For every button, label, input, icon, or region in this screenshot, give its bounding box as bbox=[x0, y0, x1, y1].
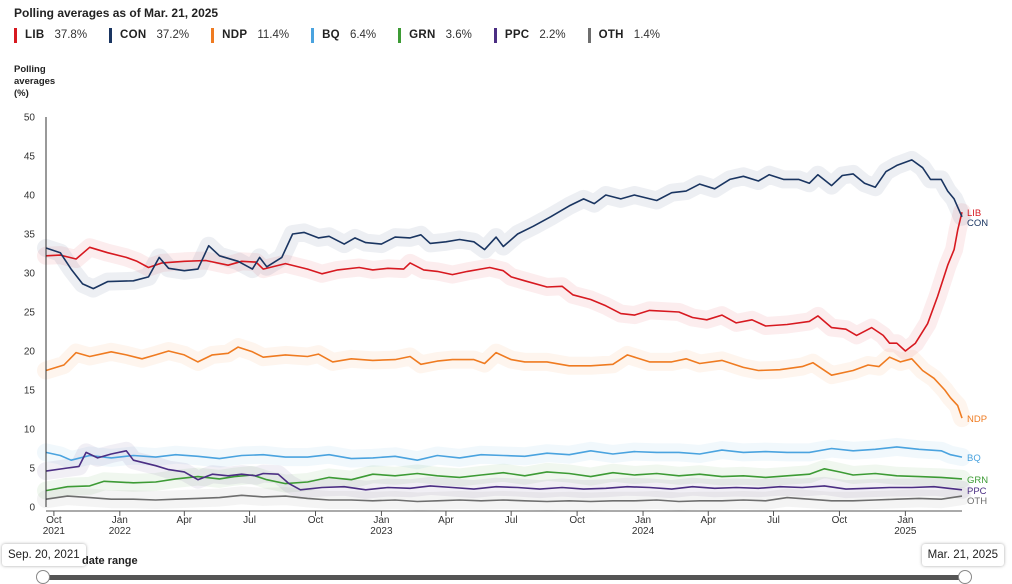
y-tick-label: 10 bbox=[24, 425, 36, 436]
x-tick-label: Jan bbox=[112, 515, 128, 526]
x-tick-year: 2022 bbox=[109, 526, 132, 537]
legend-value: 3.6% bbox=[445, 29, 472, 41]
legend-item-lib[interactable]: LIB 37.8% bbox=[14, 27, 88, 43]
y-tick-label: 40 bbox=[24, 191, 36, 202]
range-start-handle[interactable] bbox=[36, 570, 50, 584]
series-line-oth bbox=[45, 494, 963, 503]
legend-item-ndp[interactable]: NDP 11.4% bbox=[211, 27, 290, 43]
end-label-ndp: NDP bbox=[967, 414, 987, 425]
end-label-grn: GRN bbox=[967, 475, 988, 486]
date-range-slider-track[interactable] bbox=[46, 575, 964, 580]
x-tick-year: 2025 bbox=[894, 526, 917, 537]
end-label-bq: BQ bbox=[967, 453, 981, 464]
x-tick-year: 2024 bbox=[632, 526, 655, 537]
legend-item-ppc[interactable]: PPC 2.2% bbox=[493, 27, 566, 43]
end-label-lib: LIB bbox=[967, 208, 981, 219]
series-line-con bbox=[45, 159, 963, 290]
series-line-bq bbox=[45, 446, 963, 461]
legend-value: 2.2% bbox=[539, 29, 566, 41]
x-tick-label: Apr bbox=[700, 515, 716, 526]
end-label-ppc: PPC bbox=[967, 486, 987, 497]
legend-code: CON bbox=[120, 29, 147, 41]
y-tick-label: 35 bbox=[24, 230, 36, 241]
legend-value: 1.4% bbox=[633, 29, 661, 41]
end-label-con: CON bbox=[967, 218, 988, 229]
range-start-date[interactable]: Sep. 20, 2021 bbox=[2, 544, 86, 566]
legend-swatch bbox=[109, 27, 113, 43]
y-tick-label: 45 bbox=[24, 152, 36, 163]
band-bq bbox=[37, 437, 971, 470]
x-tick-label: Jul bbox=[505, 515, 518, 526]
legend-swatch bbox=[587, 27, 591, 43]
y-tick-label: 20 bbox=[24, 347, 36, 358]
range-end-handle[interactable] bbox=[958, 570, 972, 584]
legend-item-bq[interactable]: BQ 6.4% bbox=[311, 27, 377, 43]
x-tick-label: Apr bbox=[177, 515, 193, 526]
chart-title: Polling averages as of Mar. 21, 2025 bbox=[14, 6, 219, 20]
legend-swatch bbox=[493, 27, 497, 43]
x-tick-label: Oct bbox=[46, 515, 62, 526]
y-tick-label: 50 bbox=[24, 113, 36, 124]
x-tick-label: Jan bbox=[635, 515, 651, 526]
y-tick-label: 5 bbox=[29, 464, 35, 475]
y-axis-label-line: (%) bbox=[14, 88, 29, 99]
legend-item-grn[interactable]: GRN 3.6% bbox=[398, 27, 472, 43]
legend-swatch bbox=[311, 27, 315, 43]
legend-code: LIB bbox=[25, 29, 45, 41]
legend-item-con[interactable]: CON 37.2% bbox=[109, 27, 190, 43]
series-line-lib bbox=[45, 212, 963, 352]
legend-swatch bbox=[211, 27, 215, 43]
series-lines bbox=[45, 159, 963, 503]
x-tick-label: Oct bbox=[308, 515, 324, 526]
date-range-label: date range bbox=[82, 555, 138, 567]
y-tick-label: 0 bbox=[29, 503, 35, 514]
legend: LIB 37.8% CON 37.2% NDP 11.4% BQ 6.4% GR… bbox=[14, 26, 682, 44]
x-tick-label: Jul bbox=[243, 515, 256, 526]
legend-code: BQ bbox=[322, 29, 340, 41]
legend-value: 37.8% bbox=[54, 29, 88, 41]
y-axis-label: Polling averages (%) bbox=[14, 64, 74, 100]
x-tick-label: Oct bbox=[569, 515, 585, 526]
x-tick-year: 2021 bbox=[43, 526, 66, 537]
legend-item-oth[interactable]: OTH 1.4% bbox=[587, 27, 661, 43]
legend-code: OTH bbox=[598, 29, 624, 41]
legend-code: PPC bbox=[504, 29, 530, 41]
x-tick-label: Jul bbox=[767, 515, 780, 526]
x-tick-label: Jan bbox=[897, 515, 913, 526]
x-tick-label: Jan bbox=[373, 515, 389, 526]
x-tick-label: Apr bbox=[438, 515, 454, 526]
y-tick-label: 25 bbox=[24, 308, 36, 319]
legend-value: 6.4% bbox=[349, 29, 377, 41]
y-axis-label-line: averages bbox=[14, 76, 56, 87]
legend-swatch bbox=[398, 27, 402, 43]
y-tick-label: 15 bbox=[24, 386, 36, 397]
legend-swatch bbox=[14, 27, 17, 43]
legend-code: NDP bbox=[222, 29, 248, 41]
legend-value: 37.2% bbox=[156, 29, 190, 41]
series-line-ppc bbox=[45, 450, 963, 491]
series-line-ndp bbox=[45, 346, 963, 419]
x-tick-label: Oct bbox=[832, 515, 848, 526]
y-axis-label-line: Polling bbox=[14, 64, 46, 75]
x-tick-year: 2023 bbox=[370, 526, 393, 537]
legend-value: 11.4% bbox=[257, 29, 290, 41]
legend-code: GRN bbox=[409, 29, 436, 41]
y-tick-label: 30 bbox=[24, 269, 36, 280]
band-ndp bbox=[37, 338, 971, 428]
end-label-oth: OTH bbox=[967, 496, 987, 507]
range-end-date[interactable]: Mar. 21, 2025 bbox=[921, 544, 1004, 566]
